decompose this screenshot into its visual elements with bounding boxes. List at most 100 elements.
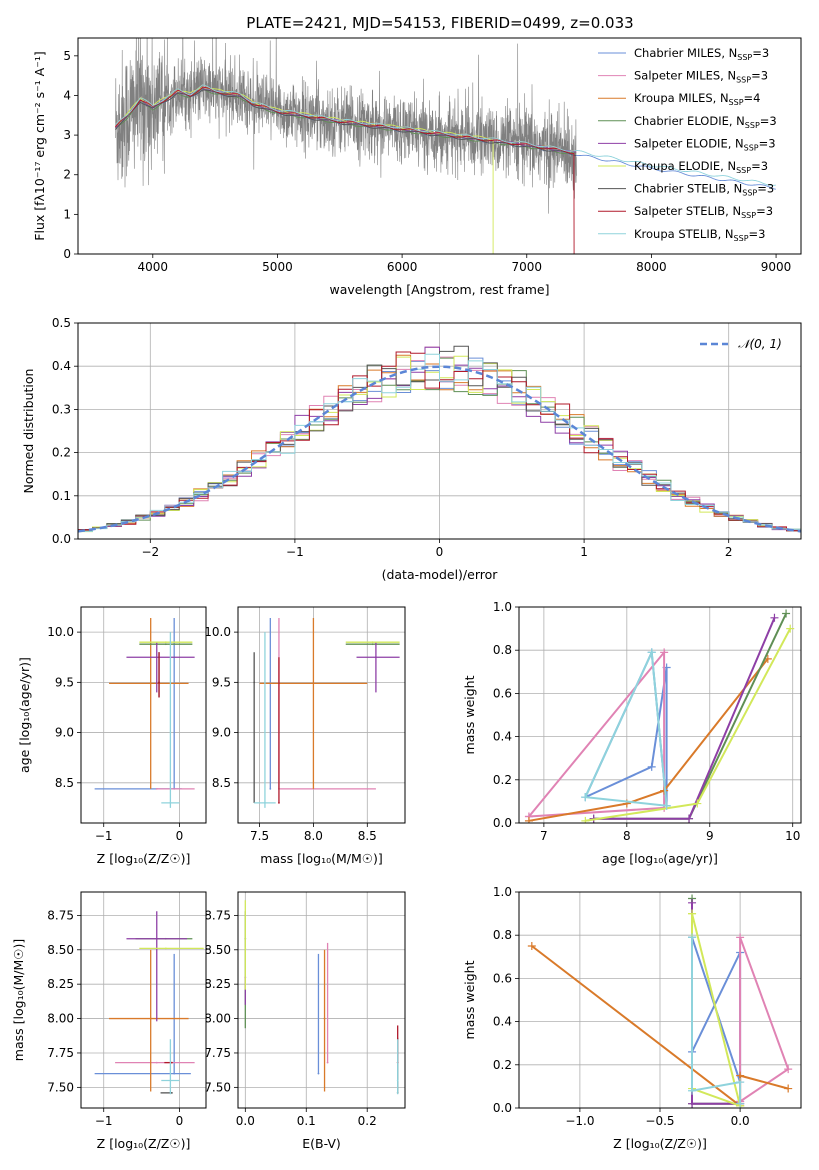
y-tick-label: 0.5 — [52, 316, 71, 330]
data-point — [269, 787, 272, 790]
errorbar-point — [259, 618, 368, 789]
errorbar-point — [109, 949, 189, 1092]
errorbar-point — [139, 641, 193, 644]
data-point — [171, 1091, 173, 1094]
figure-title: PLATE=2421, MJD=54153, FIBERID=0499, z=0… — [246, 14, 633, 32]
series-salpeter_miles — [739, 937, 790, 1103]
errorbar-point — [345, 643, 400, 646]
data-point — [158, 681, 160, 684]
panel-spectrum: 4000 5000 6000 7000 8000 9000 0 1 2 3 4 5 wavelength… — [32, 37, 802, 297]
x-tick-label: 8.5 — [358, 829, 377, 843]
y-tick-label: 8.75 — [204, 908, 231, 922]
y-tick-label: 7.50 — [204, 1080, 231, 1094]
x-tick-label: −2 — [141, 545, 159, 559]
y-axis-label: Flux [fλ10⁻¹⁷ erg cm⁻² s⁻¹ A⁻¹] — [32, 51, 47, 240]
y-tick-label: 10.0 — [204, 625, 231, 639]
series-marker — [736, 1099, 745, 1108]
series-marker — [688, 933, 697, 942]
axes-frame — [77, 37, 802, 255]
y-tick-label: 4 — [63, 88, 71, 102]
errorbar-point — [139, 643, 193, 646]
errorbar-point — [396, 1039, 399, 1095]
legend-label-tail: =3 — [759, 136, 776, 150]
plot-area — [527, 894, 793, 1108]
legend-label-tail: =3 — [760, 114, 777, 128]
legend-label-main: Chabrier ELODIE, N — [634, 114, 745, 128]
y-tick-label: 0.2 — [493, 773, 512, 787]
model-chabrier_stelib — [115, 89, 577, 157]
legend-label-main: Kroupa ELODIE, N — [634, 159, 736, 173]
errorbar-point — [94, 953, 191, 1075]
series-marker — [786, 624, 795, 633]
series-marker — [527, 942, 536, 950]
axes-background — [81, 892, 206, 1108]
legend-label: Salpeter STELIB, NSSP=3 — [634, 204, 773, 220]
y-tick-label: 0.1 — [52, 489, 71, 503]
errorbar-point — [323, 949, 326, 1092]
errorbar-point — [269, 618, 272, 790]
y-tick-label: 8.25 — [47, 977, 74, 991]
series-marker — [688, 1099, 697, 1108]
data-point — [149, 682, 152, 685]
y-tick-label: 7.75 — [47, 1046, 74, 1060]
x-tick-label: 4000 — [138, 260, 169, 274]
plot-area — [244, 900, 399, 1095]
errorbar-point — [126, 642, 195, 693]
series-marker — [581, 816, 590, 823]
y-tick-label: 8.00 — [47, 1012, 74, 1026]
x-tick-label: 0.0 — [731, 1114, 750, 1128]
y-tick-label: 8.50 — [204, 943, 231, 957]
plot-area — [524, 609, 795, 823]
data-point — [169, 802, 172, 804]
series-marker — [770, 613, 779, 622]
panel-weight_vs_z: −1.0 −0.5 0.0 0.0 0.2 0.4 0.6 0.8 1.0 Z [log₁₀(Z/… — [462, 885, 802, 1151]
x-tick-label: 10 — [785, 829, 800, 843]
errorbar-point — [317, 953, 320, 1075]
errorbar-point — [253, 652, 256, 803]
x-axis-label: E(B-V) — [302, 1136, 341, 1151]
axes-background — [81, 607, 206, 823]
legend-label-tail: =3 — [752, 46, 769, 60]
series-marker — [782, 609, 791, 618]
legend-label: Kroupa STELIB, NSSP=3 — [634, 227, 765, 243]
y-tick-label: 0.6 — [493, 971, 512, 985]
series-marker — [685, 814, 694, 823]
series-marker — [693, 799, 702, 808]
data-point — [155, 787, 158, 790]
series-marker — [736, 1078, 745, 1087]
plot-area — [115, 38, 776, 254]
y-tick-label: 0.2 — [493, 1058, 512, 1072]
errorbar-point — [126, 911, 188, 1022]
legend-label-tail: =3 — [757, 182, 774, 196]
y-tick-label: 1.0 — [493, 600, 512, 614]
x-tick-label: 0 — [176, 1114, 184, 1128]
x-axis-label: Z [log₁₀(Z/Z☉)] — [97, 1136, 191, 1151]
errorbar-point — [158, 652, 160, 698]
y-tick-label: 9.5 — [212, 675, 231, 689]
panel-age_vs_z: −1 0 8.5 9.0 9.5 10.0 Z [log₁₀(Z/Z☉)] age [log₁… — [17, 606, 207, 866]
y-tick-label: 0 — [63, 247, 71, 261]
data-point — [312, 682, 315, 685]
axes-frame — [80, 891, 207, 1109]
legend-label-sub: SSP — [737, 53, 752, 62]
data-point — [244, 947, 247, 950]
x-tick-label: 8.0 — [304, 829, 323, 843]
y-tick-label: 0.0 — [493, 816, 512, 830]
histogram-kroupa_stelib — [78, 353, 801, 532]
errorbar-point — [278, 657, 280, 804]
legend-label-main: Kroupa MILES, N — [634, 91, 729, 105]
legend-label: Chabrier ELODIE, NSSP=3 — [634, 114, 777, 130]
series-kroupa_stelib — [584, 648, 668, 807]
series-marker — [688, 898, 697, 907]
errorbar-point — [244, 900, 247, 990]
legend-label-main: Chabrier MILES, N — [634, 46, 737, 60]
x-tick-label: 5000 — [262, 260, 293, 274]
y-tick-label: 0.3 — [52, 402, 71, 416]
data-point — [323, 1017, 326, 1020]
plot-area — [253, 618, 400, 808]
y-tick-label: 0.2 — [52, 446, 71, 460]
errorbar-point — [254, 632, 276, 808]
legend-label-sub: SSP — [741, 211, 756, 220]
legend-label-tail: =3 — [751, 159, 768, 173]
